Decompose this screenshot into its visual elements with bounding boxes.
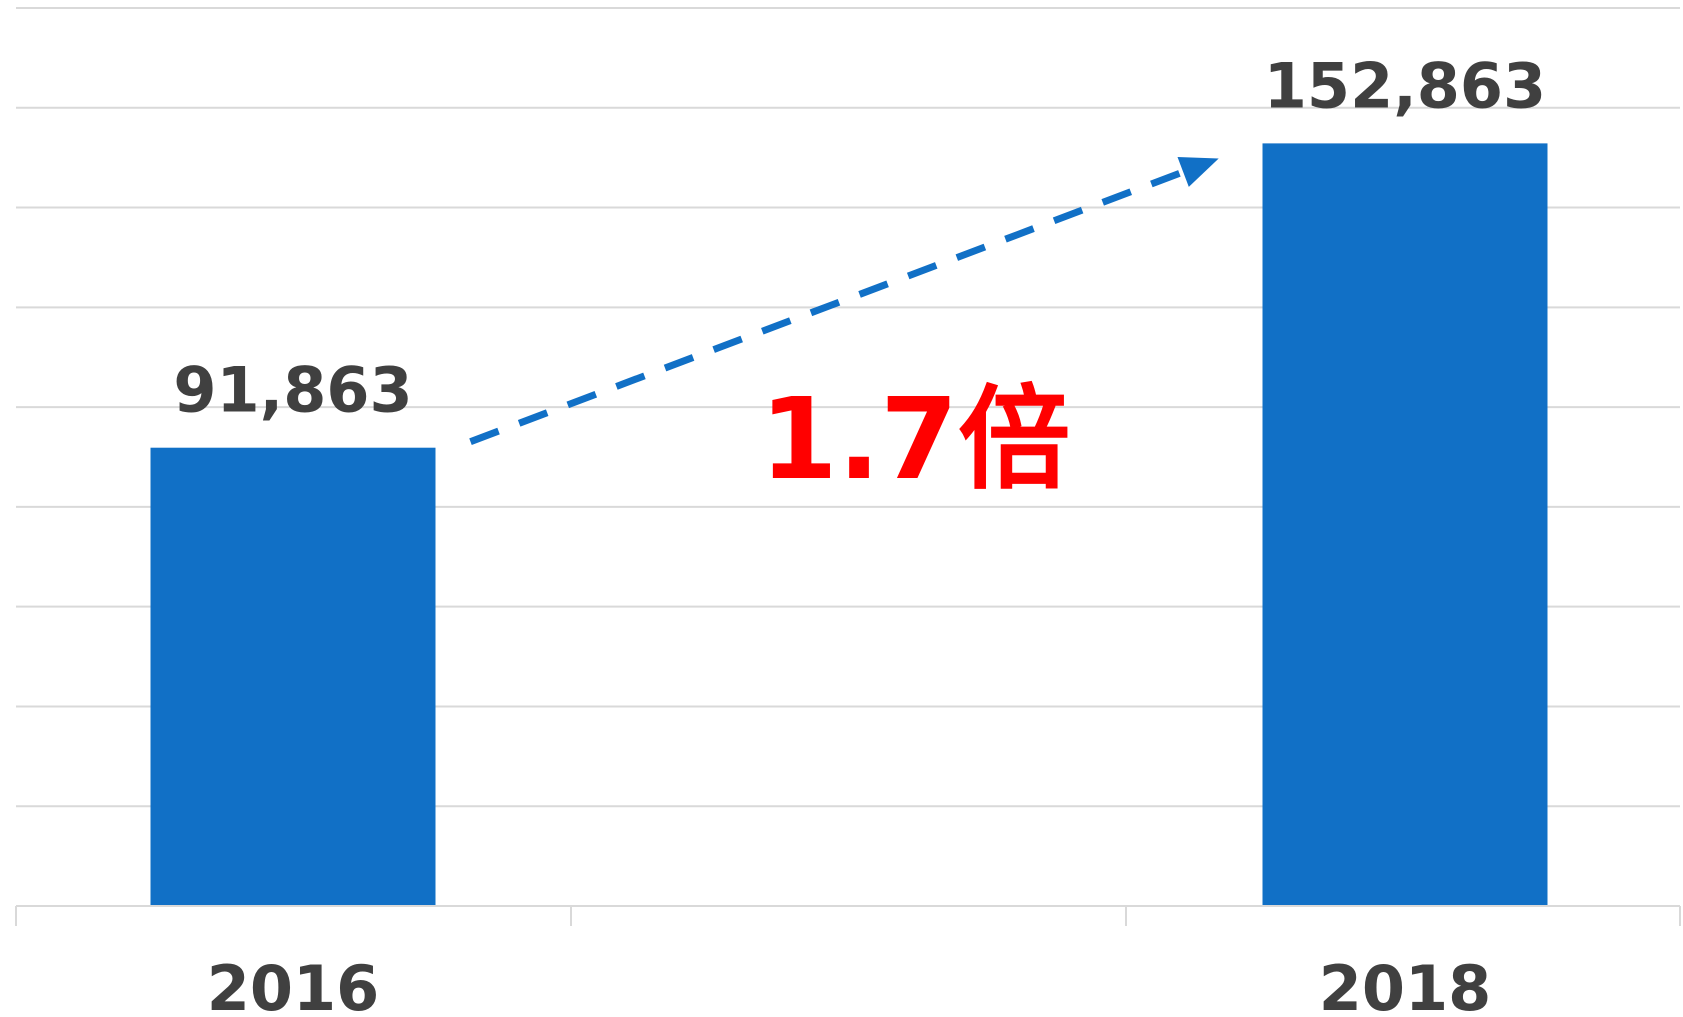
bar-2016 bbox=[150, 447, 436, 906]
x-tick-label-2016: 2016 bbox=[207, 952, 380, 1017]
value-labels: 91,863 152,863 bbox=[173, 49, 1546, 426]
value-label-2018: 152,863 bbox=[1264, 49, 1546, 122]
bar-2018 bbox=[1262, 143, 1548, 906]
trend-arrow bbox=[469, 165, 1194, 445]
x-tick-label-2018: 2018 bbox=[1319, 952, 1492, 1017]
bars bbox=[150, 143, 1548, 906]
value-label-2016: 91,863 bbox=[173, 354, 412, 427]
trend-arrowhead bbox=[1177, 156, 1219, 187]
ratio-label: 1.7倍 bbox=[760, 375, 1070, 505]
growth-annotation: 1.7倍 bbox=[469, 156, 1219, 505]
x-axis: 2016 2018 bbox=[15, 905, 1681, 1017]
